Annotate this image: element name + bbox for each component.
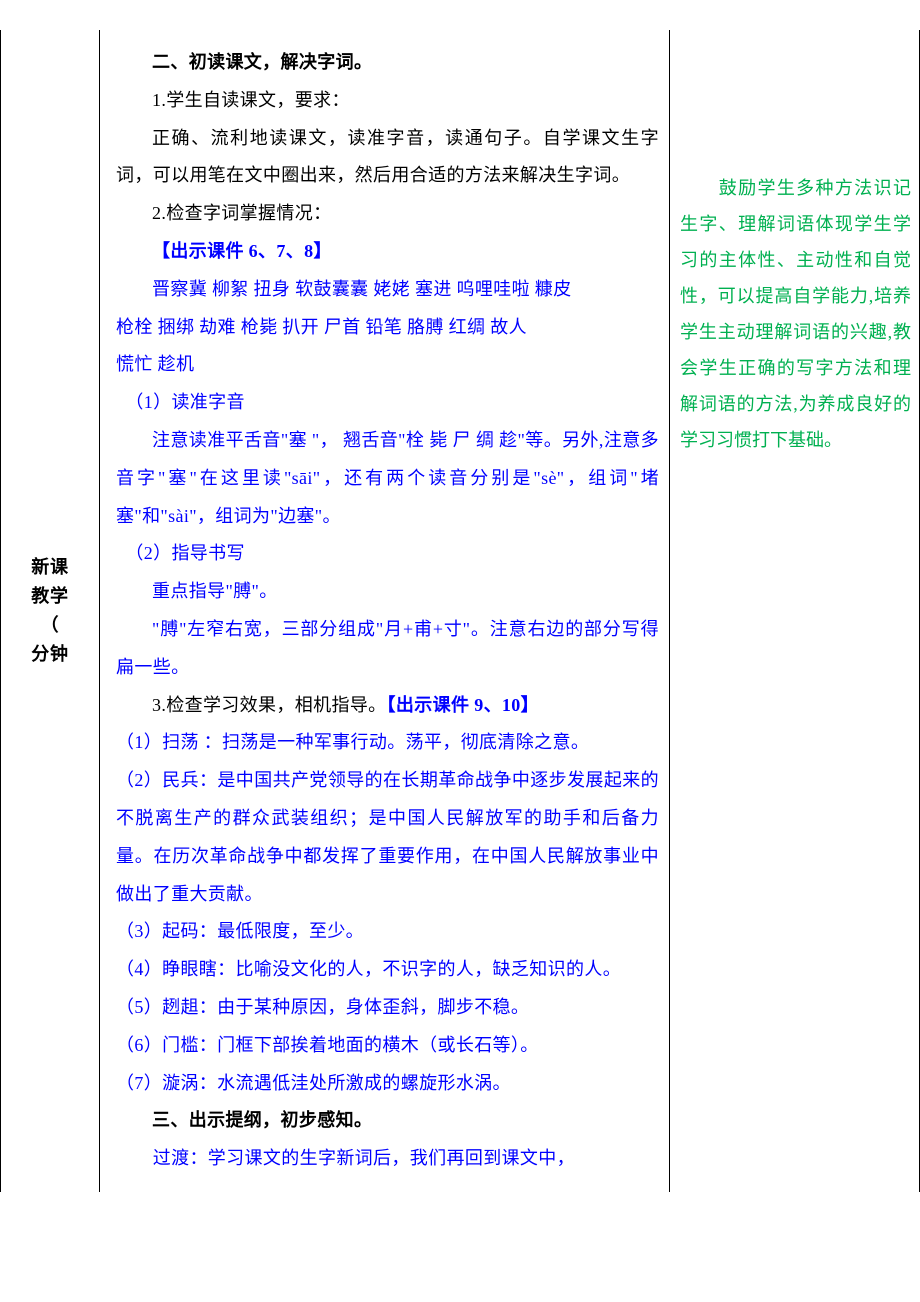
stage-line-3: （ bbox=[41, 611, 60, 640]
vocab-list: 慌忙 趁机 bbox=[116, 346, 659, 384]
paragraph: 1.学生自读课文，要求： bbox=[116, 82, 659, 120]
definition-item: （4）睁眼瞎：比喻没文化的人，不识字的人，缺乏知识的人。 bbox=[116, 951, 659, 989]
margin-note: 鼓励学生多种方法识记生字、理解词语体现学生学习的主体性、主动性和自觉性，可以提高… bbox=[680, 170, 911, 458]
definition-item: （6）门槛：门框下部挨着地面的横木（或长石等）。 bbox=[116, 1027, 659, 1065]
definition-item: （1）扫荡 ：扫荡是一种军事行动。荡平，彻底清除之意。 bbox=[116, 724, 659, 762]
stage-line-4: 分钟 bbox=[31, 640, 69, 669]
stage-line-1: 新课 bbox=[31, 553, 69, 582]
paragraph: 3.检查学习效果，相机指导。【出示课件 9、10】 bbox=[116, 687, 659, 725]
center-column-content: 二、初读课文，解决字词。 1.学生自读课文，要求： 正确、流利地读课文，读准字音… bbox=[100, 30, 670, 1192]
text-run: 3.检查学习效果，相机指导。 bbox=[152, 695, 387, 715]
definition-item: （2）民兵：是中国共产党领导的在长期革命战争中逐步发展起来的不脱离生产的群众武装… bbox=[116, 762, 659, 913]
right-column-notes: 鼓励学生多种方法识记生字、理解词语体现学生学习的主体性、主动性和自觉性，可以提高… bbox=[670, 30, 920, 1192]
slide-callout-inline: 【出示课件 9、10】 bbox=[387, 695, 539, 715]
section-heading-3: 三、出示提纲，初步感知。 bbox=[116, 1102, 659, 1140]
paragraph: 过渡：学习课文的生字新词后，我们再回到课文中， bbox=[116, 1140, 659, 1178]
sub-item: （1）读准字音 bbox=[116, 384, 659, 422]
vocab-list: 枪栓 捆绑 劫难 枪毙 扒开 尸首 铅笔 胳膊 红绸 故人 bbox=[116, 309, 659, 347]
document-page: 新课 教学 （ 分钟 二、初读课文，解决字词。 1.学生自读课文，要求： 正确、… bbox=[0, 30, 920, 1192]
slide-callout: 【出示课件 6、7、8】 bbox=[116, 233, 659, 271]
paragraph: 2.检查字词掌握情况： bbox=[116, 195, 659, 233]
stage-line-2: 教学 bbox=[31, 582, 69, 611]
definition-item: （7）漩涡：水流遇低洼处所激成的螺旋形水涡。 bbox=[116, 1065, 659, 1103]
vocab-list: 晋察冀 柳絮 扭身 软鼓囊囊 姥姥 塞进 呜哩哇啦 糠皮 bbox=[116, 271, 659, 309]
definition-item: （5）趔趄：由于某种原因，身体歪斜，脚步不稳。 bbox=[116, 989, 659, 1027]
section-heading-2: 二、初读课文，解决字词。 bbox=[116, 44, 659, 82]
left-column-stage-label: 新课 教学 （ 分钟 bbox=[0, 30, 100, 1192]
sub-item: （2）指导书写 bbox=[116, 535, 659, 573]
paragraph: 注意读准平舌音"塞 "， 翘舌音"栓 毙 尸 绸 趁"等。另外,注意多音字"塞"… bbox=[116, 422, 659, 535]
paragraph: 正确、流利地读课文，读准字音，读通句子。自学课文生字词，可以用笔在文中圈出来，然… bbox=[116, 120, 659, 196]
paragraph: 重点指导"膊"。 bbox=[116, 573, 659, 611]
definition-item: （3）起码：最低限度，至少。 bbox=[116, 913, 659, 951]
paragraph: "膊"左窄右宽，三部分组成"月+甫+寸"。注意右边的部分写得扁一些。 bbox=[116, 611, 659, 687]
